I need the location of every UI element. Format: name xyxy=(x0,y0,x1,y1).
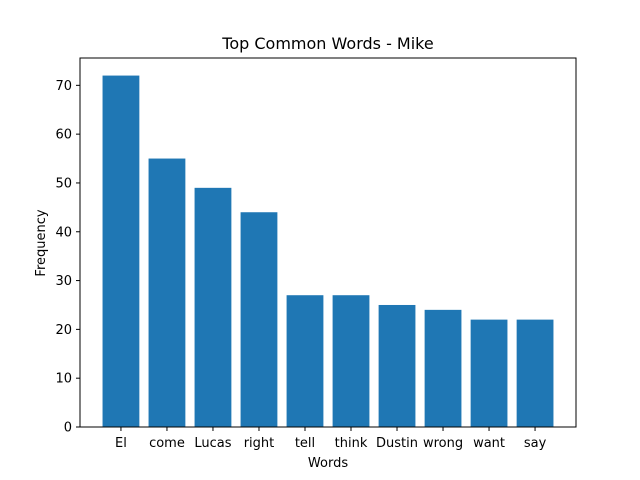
plot-area xyxy=(102,75,554,428)
bar xyxy=(194,187,232,427)
bar xyxy=(516,319,554,427)
chart-title: Top Common Words - Mike xyxy=(221,34,433,53)
x-tick-label: come xyxy=(149,436,185,451)
plot-frame xyxy=(79,57,577,428)
y-tick-label: 0 xyxy=(64,421,72,436)
bar xyxy=(424,309,462,427)
y-tick-label: 20 xyxy=(55,323,72,338)
bar xyxy=(148,158,186,428)
y-tick-label: 10 xyxy=(55,372,72,387)
x-tick-label: tell xyxy=(295,436,315,451)
bar xyxy=(102,75,140,428)
y-tick-label: 60 xyxy=(55,128,72,143)
y-axis: 0 10 20 30 40 50 60 70 xyxy=(55,79,80,436)
x-axis: El come Lucas right tell think Dustin wrong want… xyxy=(115,427,547,451)
y-tick-label: 30 xyxy=(55,274,72,289)
x-tick-label: wrong xyxy=(423,436,463,451)
bar xyxy=(332,295,370,427)
x-tick-label: Lucas xyxy=(194,436,231,451)
bar xyxy=(240,212,278,427)
bar xyxy=(286,295,324,427)
x-tick-label: Dustin xyxy=(376,436,418,451)
y-tick-label: 50 xyxy=(55,176,72,191)
y-tick-label: 70 xyxy=(55,79,72,94)
x-tick-label: El xyxy=(115,436,127,451)
y-tick-label: 40 xyxy=(55,225,72,240)
y-axis-label: Frequency xyxy=(34,209,49,276)
x-tick-label: say xyxy=(524,436,547,451)
bar xyxy=(378,304,416,427)
bar xyxy=(470,319,508,427)
x-tick-label: think xyxy=(335,436,368,451)
x-axis-label: Words xyxy=(308,456,348,471)
x-tick-label: right xyxy=(244,436,275,451)
x-tick-label: want xyxy=(473,436,505,451)
